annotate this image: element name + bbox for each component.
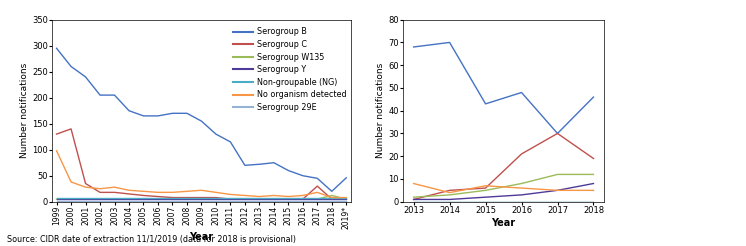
Text: Source: CIDR date of extraction 11/1/2019 (data for 2018 is provisional): Source: CIDR date of extraction 11/1/201…: [7, 234, 296, 244]
Y-axis label: Number notifications: Number notifications: [20, 63, 29, 158]
Y-axis label: Number notifications: Number notifications: [376, 63, 385, 158]
Legend: Serogroup B, Serogroup C, Serogroup W135, Serogroup Y, Non-groupable (NG), No or: Serogroup B, Serogroup C, Serogroup W135…: [233, 27, 347, 112]
X-axis label: Year: Year: [189, 232, 213, 242]
X-axis label: Year: Year: [492, 218, 515, 228]
